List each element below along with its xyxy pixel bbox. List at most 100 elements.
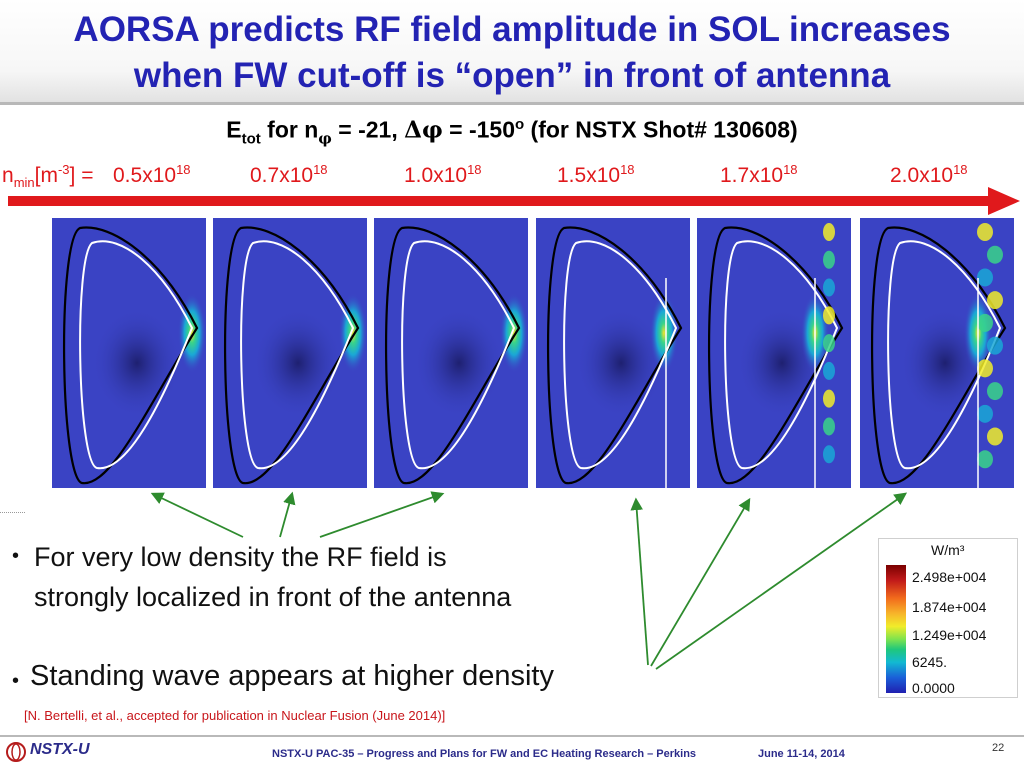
density-axis-label: nmin[m-3] = [2, 162, 93, 190]
field-hotspot [650, 293, 678, 373]
standing-wave-lobe [823, 361, 835, 380]
density-value-1: 0.5x1018 [113, 162, 191, 188]
page-number: 22 [992, 742, 1005, 754]
density-exponent: 18 [313, 162, 328, 177]
standing-wave-lobe [977, 359, 993, 378]
vessel-boundary [223, 226, 360, 485]
field-panel-1 [52, 218, 206, 488]
density-value-text: 1.5x10 [557, 164, 621, 187]
separatrix [240, 240, 355, 470]
standing-wave-lobe [987, 382, 1003, 401]
density-unit-close: ] = [69, 164, 94, 187]
field-hotspot [500, 293, 528, 373]
slide-subtitle: Etot for nφ = -21, Δφ = -150o (for NSTX … [0, 116, 1024, 147]
vessel-boundary [870, 226, 1007, 485]
divider [0, 512, 25, 513]
standing-wave-lobe [977, 450, 993, 469]
density-row: nmin[m-3] = 0.5x1018 0.7x1018 1.0x1018 1… [0, 162, 1024, 194]
field-panel-4 [536, 218, 690, 488]
standing-wave-lobe [823, 250, 835, 269]
field-map-plot [223, 226, 367, 485]
footer-center-text: NSTX-U PAC-35 – Progress and Plans for F… [272, 748, 697, 760]
field-map-plot [62, 226, 206, 485]
density-value-text: 1.7x10 [720, 164, 784, 187]
vessel-boundary [62, 226, 199, 485]
density-value-text: 0.7x10 [250, 164, 314, 187]
footer-logo: NSTX-U [6, 741, 98, 763]
field-map-plot [546, 226, 683, 488]
standing-wave-lobe [823, 334, 835, 353]
subtitle-eq1: = -21, [331, 116, 405, 143]
bullet-2: • Standing wave appears at higher densit… [12, 660, 652, 700]
density-value-3: 1.0x1018 [404, 162, 482, 188]
subtitle-e-sub: tot [241, 130, 261, 148]
standing-wave-lobe [977, 223, 993, 241]
legend-label-3: 1.249e+004 [912, 627, 987, 643]
bullet-dot: • [12, 545, 20, 567]
subtitle-eq2: = -150 [442, 116, 515, 143]
legend-unit: W/m³ [931, 542, 965, 558]
density-value-2: 0.7x1018 [250, 162, 328, 188]
separatrix [79, 240, 194, 470]
footer-date: June 11-14, 2014 [758, 748, 845, 760]
bullet-2-text: Standing wave appears at higher density [30, 660, 554, 692]
density-label-n: n [2, 164, 14, 187]
field-panel-5 [697, 218, 851, 488]
title-bar: AORSA predicts RF field amplitude in SOL… [0, 0, 1024, 105]
footer-rule [0, 735, 1024, 737]
density-value-5: 1.7x1018 [720, 162, 798, 188]
subtitle-delta-phi: Δφ [404, 116, 443, 144]
standing-wave-lobe [823, 389, 835, 408]
density-exponent: 18 [176, 162, 191, 177]
legend-color-bar [886, 565, 906, 693]
color-legend: W/m³ 2.498e+004 1.874e+004 1.249e+004 62… [878, 538, 1018, 698]
density-value-text: 1.0x10 [404, 164, 468, 187]
standing-wave-lobe [977, 268, 993, 287]
separatrix [401, 240, 516, 470]
standing-wave-lobe [987, 427, 1003, 446]
separatrix [887, 240, 1002, 470]
vessel-boundary [384, 226, 521, 485]
field-panel-6 [860, 218, 1014, 488]
low-field-region [92, 308, 182, 418]
arrow-to-panel-1 [150, 492, 244, 538]
arrow-to-panel-3 [319, 491, 445, 538]
density-arrow-icon [8, 187, 1020, 215]
bullet-1-line-1: For very low density the RF field is [34, 542, 447, 572]
vessel-boundary [707, 226, 844, 485]
standing-wave-lobe [977, 404, 993, 423]
arrow-to-panel-2 [279, 491, 296, 538]
bullet-1: • For very low density the RF field is s… [12, 537, 652, 619]
standing-wave-lobe [823, 223, 835, 241]
subtitle-for-n: for n [260, 116, 319, 143]
citation: [N. Bertelli, et al., accepted for publi… [24, 708, 446, 723]
density-exponent: 18 [953, 162, 968, 177]
field-panel-3 [374, 218, 528, 488]
standing-wave-lobe [823, 278, 835, 297]
footer-logo-text: NSTX-U [30, 741, 90, 758]
subtitle-rest: (for NSTX Shot# 130608) [524, 116, 798, 143]
subtitle-e: E [226, 116, 242, 143]
standing-wave-lobe [987, 336, 1003, 355]
density-unit-sup: -3 [57, 162, 70, 177]
standing-wave-lobe [823, 417, 835, 436]
low-field-region [414, 308, 504, 418]
legend-label-min: 0.0000 [912, 680, 955, 696]
density-exponent: 18 [783, 162, 798, 177]
separatrix [563, 240, 678, 470]
standing-wave-lobe [987, 245, 1003, 264]
legend-label-max: 2.498e+004 [912, 569, 987, 585]
density-value-6: 2.0x1018 [890, 162, 968, 188]
subtitle-degree: o [515, 116, 525, 133]
nstx-logo-icon [6, 742, 26, 762]
field-panel-2 [213, 218, 367, 488]
vessel-boundary [546, 226, 683, 485]
standing-wave-lobe [977, 313, 993, 332]
density-value-text: 2.0x10 [890, 164, 954, 187]
field-map-plot [384, 226, 528, 485]
standing-wave-lobe [823, 445, 835, 464]
density-exponent: 18 [620, 162, 635, 177]
bullet-dot: • [12, 670, 20, 692]
density-label-sub: min [13, 175, 35, 191]
density-value-text: 0.5x10 [113, 164, 177, 187]
